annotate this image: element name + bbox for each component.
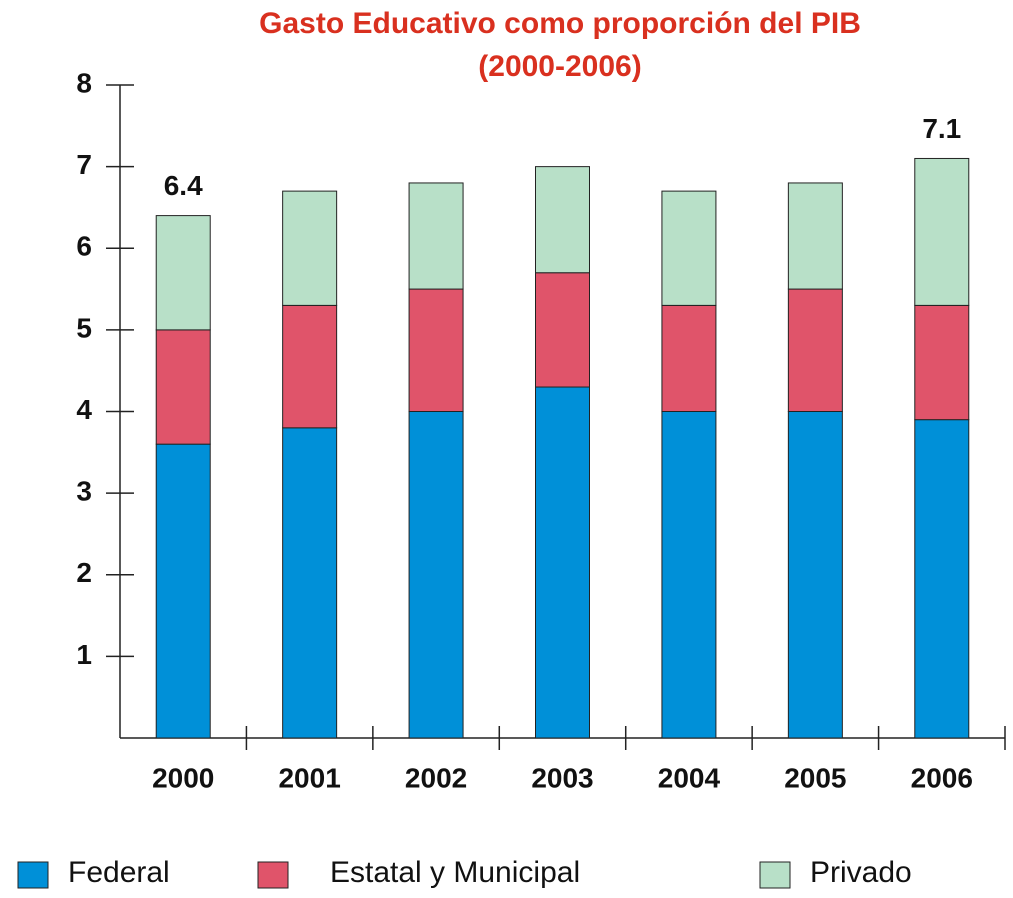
bar-segment	[408, 288, 464, 412]
y-tick-label: 8	[76, 67, 92, 98]
bar-segment	[914, 157, 970, 306]
bar-segment	[155, 215, 211, 331]
y-tick-label: 1	[76, 639, 92, 670]
bar-segment	[408, 182, 464, 290]
y-tick-label: 2	[76, 557, 92, 588]
bar-segment	[787, 288, 843, 412]
x-tick-label: 2000	[152, 762, 214, 793]
legend-label: Privado	[810, 856, 912, 889]
bar-segment	[787, 411, 843, 739]
x-tick-label: 2004	[658, 762, 721, 793]
bar-segment	[282, 427, 338, 739]
bar-segment	[914, 419, 970, 739]
bar-segment	[535, 386, 590, 739]
bar-segment	[535, 272, 590, 388]
legend-swatch	[257, 861, 289, 889]
bar-segment	[661, 411, 717, 739]
x-tick-label: 2006	[911, 762, 973, 793]
x-tick-label: 2003	[531, 762, 593, 793]
bar-segment	[914, 304, 970, 421]
bar-segment	[155, 329, 211, 445]
legend-swatch	[759, 861, 791, 889]
y-tick-label: 4	[76, 394, 92, 425]
x-tick-label: 2001	[278, 762, 340, 793]
chart-subtitle: (2000-2006)	[478, 50, 641, 83]
total-label: 6.4	[164, 170, 203, 201]
bar-segment	[535, 166, 590, 274]
bar-segment	[408, 411, 464, 739]
y-tick-label: 6	[76, 231, 92, 262]
bar-segment	[155, 443, 211, 739]
bar-segment	[282, 304, 338, 429]
legend-label: Federal	[68, 856, 170, 889]
legend-label: Estatal y Municipal	[330, 856, 580, 889]
bar-segment	[282, 190, 338, 306]
bar-segment	[661, 304, 717, 413]
bar-segment	[661, 190, 717, 306]
bar-segment	[787, 182, 843, 290]
y-tick-label: 3	[76, 476, 92, 507]
x-tick-label: 2005	[784, 762, 846, 793]
y-tick-label: 5	[76, 312, 92, 343]
total-label: 7.1	[922, 113, 961, 144]
chart-title: Gasto Educativo como proporción del PIB	[259, 7, 861, 40]
x-tick-label: 2002	[405, 762, 467, 793]
y-tick-label: 7	[76, 149, 92, 180]
legend-swatch	[17, 861, 49, 889]
